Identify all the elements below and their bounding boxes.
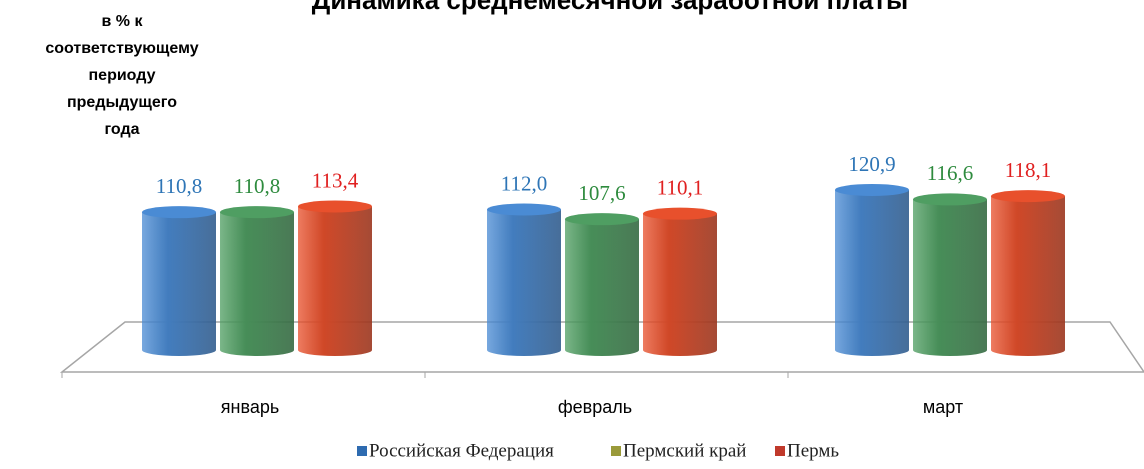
bar xyxy=(220,206,294,356)
y-axis-label: в % к xyxy=(102,13,144,30)
data-label: 120,9 xyxy=(848,152,895,176)
x-tick-label: январь xyxy=(221,397,279,417)
bar-shade xyxy=(913,199,987,356)
y-axis-label: соответствующему xyxy=(45,40,198,57)
bar-shade xyxy=(220,212,294,356)
data-label: 112,0 xyxy=(501,171,547,195)
bar-top xyxy=(913,193,987,206)
bar-top xyxy=(487,203,561,216)
y-axis-label: предыдущего xyxy=(67,94,177,111)
floor xyxy=(59,321,1144,373)
legend-label: Российская Федерация xyxy=(369,440,554,461)
bar-shade xyxy=(142,212,216,356)
legend-swatch xyxy=(611,446,621,456)
data-label: 110,8 xyxy=(156,174,202,198)
bar xyxy=(835,183,909,356)
data-label: 118,1 xyxy=(1005,158,1051,182)
bar-shade xyxy=(835,189,909,356)
bar-top xyxy=(643,207,717,220)
bar-top xyxy=(991,190,1065,203)
bar xyxy=(991,190,1065,356)
data-label: 113,4 xyxy=(312,168,359,192)
bar-shade xyxy=(643,213,717,356)
legend-label: Пермский край xyxy=(623,440,746,461)
legend-label: Пермь xyxy=(787,440,839,461)
bar xyxy=(565,213,639,356)
data-label: 116,6 xyxy=(927,161,973,185)
bar xyxy=(913,193,987,356)
bar-shade xyxy=(487,209,561,356)
bar xyxy=(298,200,372,356)
x-tick-label: февраль xyxy=(558,397,632,417)
x-tick-label: март xyxy=(923,397,963,417)
bar-top xyxy=(298,200,372,213)
y-axis-label: года xyxy=(104,121,139,138)
legend-swatch xyxy=(775,446,785,456)
bar-top xyxy=(835,183,909,196)
bar xyxy=(142,206,216,356)
bar xyxy=(643,207,717,356)
chart-title: Динамика среднемесячной заработной платы xyxy=(312,0,908,15)
bar-shade xyxy=(565,219,639,356)
bar-shade xyxy=(991,196,1065,356)
bar-shade xyxy=(298,206,372,356)
data-label: 107,6 xyxy=(578,181,625,205)
data-label: 110,8 xyxy=(234,174,280,198)
legend-swatch xyxy=(357,446,367,456)
bar-top xyxy=(220,206,294,219)
bar-top xyxy=(565,213,639,226)
bar-top xyxy=(142,206,216,219)
data-label: 110,1 xyxy=(657,175,703,199)
y-axis-label: периоду xyxy=(89,67,156,84)
bar xyxy=(487,203,561,356)
